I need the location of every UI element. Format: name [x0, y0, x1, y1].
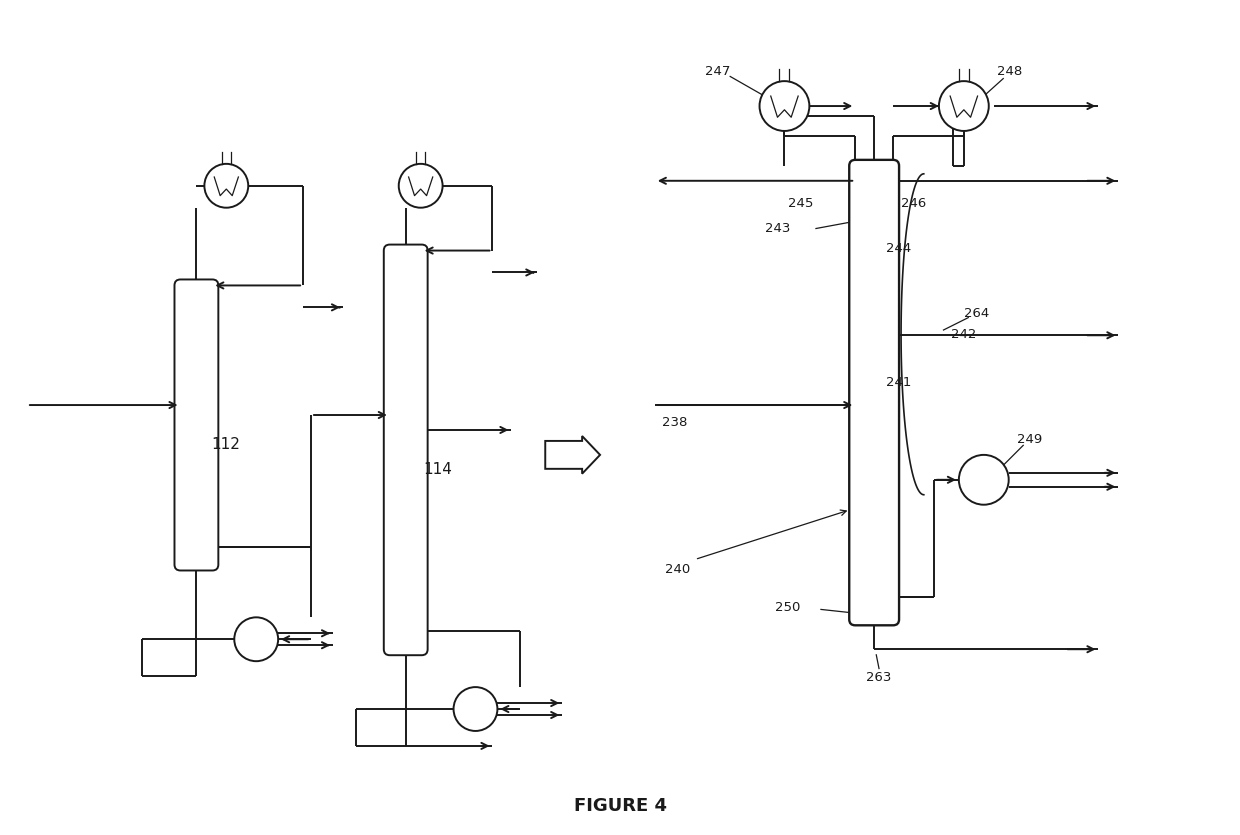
Text: 246: 246	[901, 197, 926, 210]
Circle shape	[454, 687, 497, 731]
Text: 240: 240	[665, 563, 691, 576]
Text: 250: 250	[775, 601, 800, 614]
Text: 243: 243	[765, 222, 790, 235]
Circle shape	[234, 617, 278, 661]
Text: FIGURE 4: FIGURE 4	[573, 797, 667, 815]
Circle shape	[399, 164, 443, 208]
Text: 241: 241	[887, 376, 911, 389]
FancyBboxPatch shape	[384, 245, 428, 655]
Text: 264: 264	[963, 306, 990, 320]
Text: 249: 249	[1017, 433, 1042, 447]
Text: 245: 245	[787, 197, 813, 210]
Text: 263: 263	[867, 671, 892, 684]
Text: 238: 238	[662, 417, 687, 429]
Text: 114: 114	[424, 463, 453, 478]
Text: 112: 112	[211, 438, 241, 453]
FancyArrow shape	[546, 436, 600, 473]
Text: 242: 242	[951, 328, 977, 341]
Text: 248: 248	[997, 64, 1022, 78]
FancyBboxPatch shape	[175, 280, 218, 570]
Circle shape	[760, 81, 810, 131]
FancyBboxPatch shape	[849, 159, 899, 625]
Circle shape	[205, 164, 248, 208]
Circle shape	[959, 455, 1008, 504]
Circle shape	[939, 81, 988, 131]
Text: 244: 244	[887, 242, 911, 255]
Text: 247: 247	[704, 64, 730, 78]
